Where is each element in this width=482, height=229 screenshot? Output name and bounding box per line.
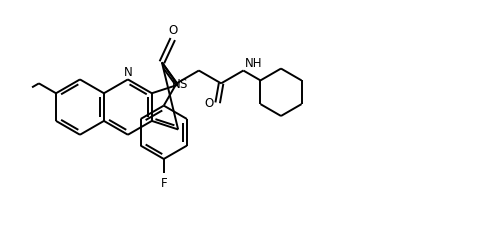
Text: N: N bbox=[172, 78, 181, 90]
Text: NH: NH bbox=[245, 56, 263, 69]
Text: O: O bbox=[204, 97, 214, 110]
Text: N: N bbox=[123, 66, 132, 79]
Text: O: O bbox=[168, 24, 177, 37]
Text: S: S bbox=[179, 78, 187, 91]
Text: F: F bbox=[161, 176, 167, 189]
